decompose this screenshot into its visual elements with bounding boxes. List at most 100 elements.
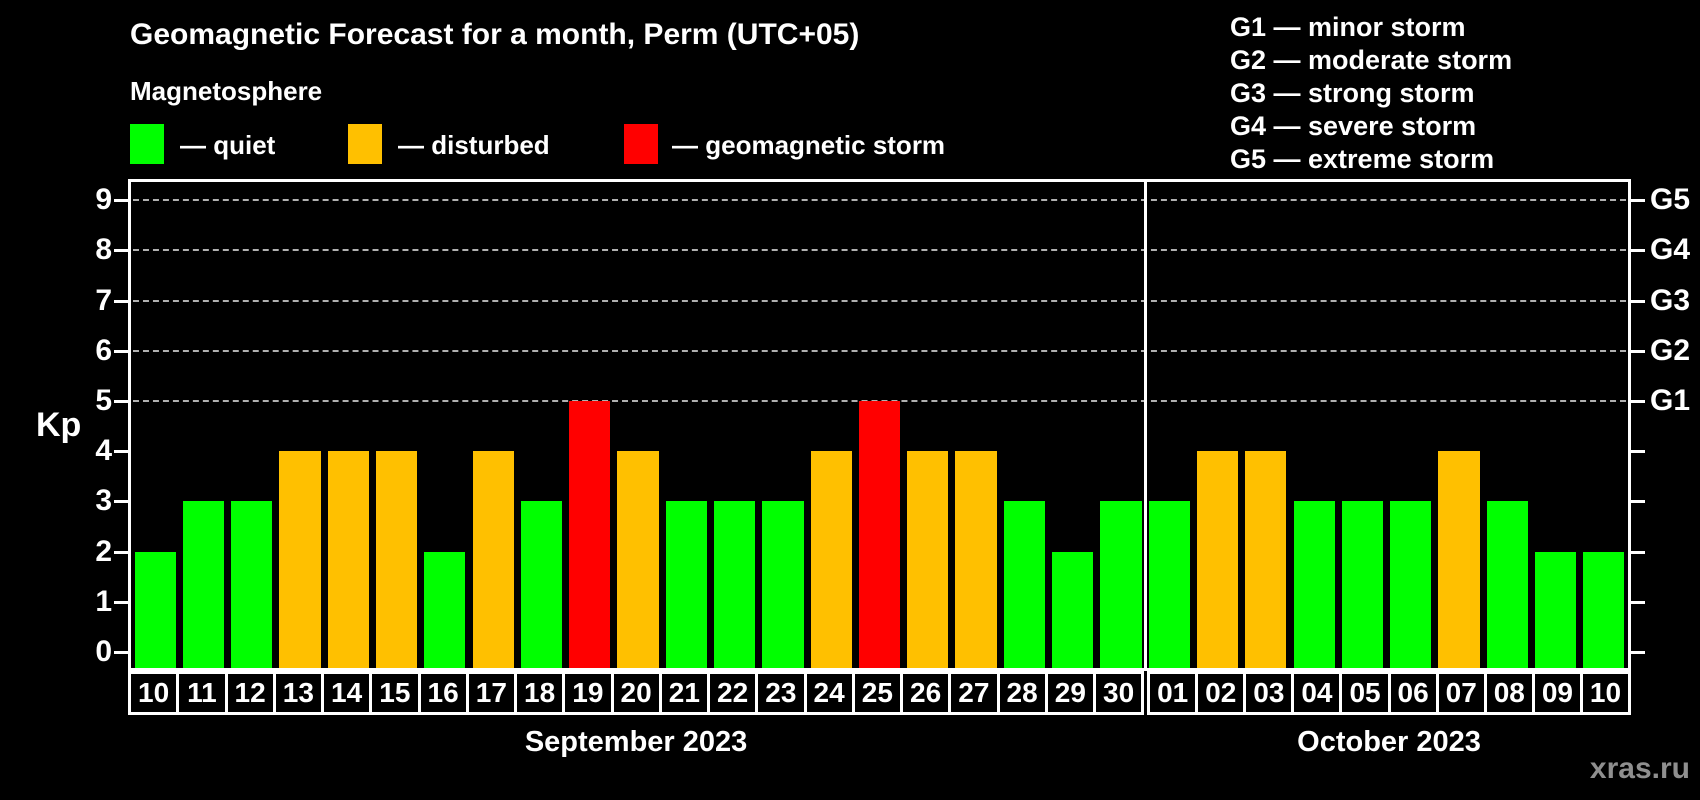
g-scale-legend: G1 — minor storm G2 — moderate storm G3 …	[1230, 11, 1512, 176]
date-cell: 01	[1147, 671, 1199, 715]
kp-tick-label-6: 6	[95, 333, 112, 367]
g-legend-line-g4: G4 — severe storm	[1230, 111, 1477, 141]
kp-tick-label-7: 7	[95, 283, 112, 317]
kp-tick-right-1	[1631, 600, 1645, 604]
kp-tick-left-4	[114, 450, 128, 454]
date-cell: 12	[224, 671, 276, 715]
date-cell: 30	[1093, 671, 1145, 715]
legend-quiet-swatch	[130, 124, 164, 164]
date-cell: 18	[514, 671, 566, 715]
kp-gridline-7	[133, 299, 1626, 302]
kp-tick-right-0	[1631, 651, 1645, 654]
date-cell: 20	[610, 671, 662, 715]
kp-bar-september-17	[472, 451, 514, 668]
kp-bar-october-08	[1486, 501, 1528, 668]
kp-bar-october-10	[1583, 551, 1625, 668]
date-cell: 09	[1531, 671, 1583, 715]
date-cell: 23	[755, 671, 807, 715]
kp-bar-september-27	[955, 451, 997, 668]
date-cell: 26	[900, 671, 952, 715]
kp-bar-october-09	[1534, 551, 1577, 668]
kp-tick-right-6	[1631, 349, 1645, 353]
date-cell: 05	[1339, 671, 1391, 715]
kp-bar-september-21	[665, 501, 707, 668]
kp-tick-right-3	[1631, 500, 1645, 504]
month-label-october: October 2023	[1297, 726, 1481, 758]
date-cell: 21	[658, 671, 710, 715]
kp-bar-september-29	[1052, 551, 1094, 668]
kp-tick-right-4	[1631, 450, 1645, 454]
kp-tick-label-9: 9	[95, 183, 112, 217]
kp-tick-left-8	[114, 249, 128, 253]
month-separator	[1143, 182, 1147, 668]
kp-bar-september-14	[327, 451, 369, 668]
date-cell: 15	[369, 671, 421, 715]
chart-subtitle: Magnetosphere	[130, 76, 323, 106]
g-scale-label-g5: G5	[1650, 183, 1691, 217]
legend-disturbed-swatch	[348, 124, 382, 164]
kp-tick-right-8	[1631, 249, 1645, 253]
kp-tick-right-9	[1631, 199, 1645, 203]
kp-tick-label-1: 1	[95, 584, 112, 618]
kp-bar-september-23	[762, 501, 804, 668]
date-cell: 02	[1195, 671, 1247, 715]
kp-tick-left-5	[114, 400, 128, 403]
legend-storm-label: — geomagnetic storm	[672, 130, 946, 160]
date-cell: 28	[996, 671, 1048, 715]
month-label-september: September 2023	[524, 726, 748, 758]
kp-bar-september-24	[810, 451, 852, 668]
kp-tick-right-7	[1631, 299, 1645, 303]
kp-tick-label-2: 2	[95, 534, 112, 568]
kp-tick-label-5: 5	[95, 384, 112, 417]
kp-bar-september-16	[424, 551, 466, 668]
kp-bar-september-10	[134, 551, 176, 668]
date-cell: 22	[707, 671, 759, 715]
kp-bar-september-12	[231, 501, 273, 668]
kp-tick-label-3: 3	[95, 484, 112, 518]
kp-bar-october-04	[1293, 501, 1335, 668]
date-cell: 07	[1435, 671, 1487, 715]
kp-bar-october-01	[1148, 501, 1190, 668]
g-legend-line-g5: G5 — extreme storm	[1230, 144, 1495, 174]
kp-tick-label-8: 8	[95, 233, 112, 267]
kp-bar-september-30	[1100, 501, 1142, 668]
kp-gridline-6	[133, 349, 1626, 352]
kp-tick-left-3	[114, 500, 128, 504]
g-legend-line-g1: G1 — minor storm	[1230, 12, 1466, 42]
kp-bar-september-13	[279, 451, 321, 668]
date-cell: 03	[1243, 671, 1295, 715]
g-scale-label-g1: G1	[1650, 384, 1691, 417]
legend-disturbed-label: — disturbed	[398, 130, 550, 160]
date-cell: 14	[321, 671, 373, 715]
kp-bar-september-11	[182, 501, 225, 668]
g-scale-label-g4: G4	[1650, 233, 1691, 267]
kp-bar-september-19	[569, 401, 611, 668]
date-row-september: 10 11 12 13 14 15 16 17 18 19 20 21 22 23 24 25 26 27 28 29…	[128, 671, 1145, 715]
date-cell: 19	[562, 671, 614, 715]
date-cell: 25	[851, 671, 903, 715]
kp-bar-september-25	[858, 401, 901, 668]
kp-bar-october-03	[1245, 451, 1287, 668]
kp-tick-left-9	[114, 199, 128, 203]
kp-bar-september-28	[1003, 501, 1045, 668]
date-cell: 29	[1044, 671, 1096, 715]
kp-tick-left-7	[114, 299, 128, 303]
date-cell: 08	[1483, 671, 1535, 715]
kp-tick-left-6	[114, 349, 128, 353]
kp-bar-october-02	[1196, 451, 1239, 668]
kp-bar-september-26	[907, 451, 949, 668]
kp-bar-september-22	[714, 501, 756, 668]
date-cell: 11	[176, 671, 228, 715]
g-legend-line-g2: G2 — moderate storm	[1230, 45, 1513, 75]
kp-bar-october-06	[1390, 501, 1432, 668]
kp-tick-label-0: 0	[95, 635, 112, 668]
g-scale-label-g3: G3	[1650, 283, 1691, 317]
kp-axis-label: Kp	[36, 406, 82, 444]
kp-gridline-8	[133, 249, 1626, 252]
kp-gridline-9	[133, 199, 1626, 202]
legend-storm-swatch	[624, 124, 658, 164]
g-legend-line-g3: G3 — strong storm	[1230, 78, 1475, 108]
kp-tick-right-2	[1631, 550, 1645, 554]
